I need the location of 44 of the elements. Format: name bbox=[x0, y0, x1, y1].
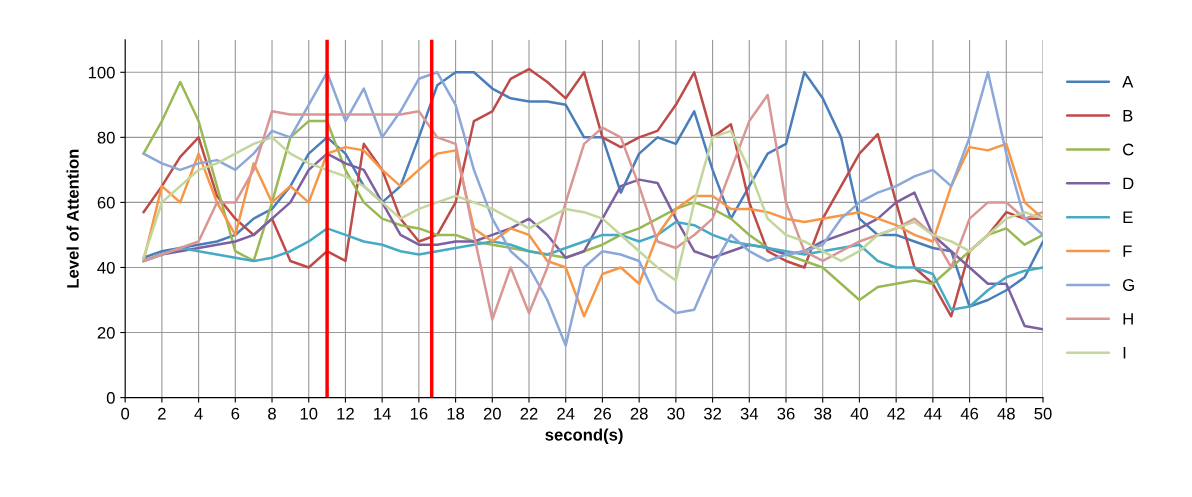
x-tick-label: 16 bbox=[410, 407, 428, 420]
x-axis-title: second(s) bbox=[545, 428, 623, 444]
legend-label: I bbox=[1123, 347, 1126, 359]
x-tick-label: 50 bbox=[1034, 407, 1052, 420]
y-tick-label: 100 bbox=[88, 66, 115, 79]
x-tick-label: 20 bbox=[483, 407, 501, 420]
x-tick-label: 38 bbox=[814, 407, 832, 420]
x-tick-label: 28 bbox=[630, 407, 648, 420]
x-tick-label: 36 bbox=[777, 407, 795, 420]
x-tick-label: 24 bbox=[557, 407, 575, 420]
x-tick-label: 30 bbox=[667, 407, 685, 420]
line-series bbox=[142, 129, 1043, 282]
x-tick-label: 48 bbox=[997, 407, 1015, 420]
y-tick-label: 40 bbox=[97, 261, 115, 274]
y-tick-label: 0 bbox=[106, 392, 115, 404]
x-tick-label: 2 bbox=[158, 407, 166, 420]
x-tick-label: 44 bbox=[923, 407, 942, 420]
x-tick-label: 0 bbox=[121, 407, 130, 420]
legend-label: F bbox=[1123, 245, 1132, 257]
x-tick-label: 42 bbox=[887, 407, 905, 420]
y-tick-label: 20 bbox=[97, 326, 115, 339]
y-tick-label: 60 bbox=[97, 196, 115, 209]
legend-label: D bbox=[1123, 177, 1134, 190]
x-tick-label: 18 bbox=[447, 407, 465, 420]
legend-label: H bbox=[1123, 313, 1133, 325]
x-tick-label: 6 bbox=[231, 407, 240, 420]
x-tick-label: 26 bbox=[594, 407, 611, 420]
legend-label: E bbox=[1123, 211, 1133, 223]
x-tick-label: 32 bbox=[703, 407, 722, 420]
legend-label: C bbox=[1123, 143, 1134, 156]
x-tick-label: 40 bbox=[850, 407, 869, 420]
x-tick-label: 34 bbox=[740, 407, 759, 420]
x-tick-label: 4 bbox=[194, 407, 203, 420]
legend-label: G bbox=[1123, 279, 1134, 291]
legend-label: A bbox=[1122, 76, 1134, 88]
y-axis-title: Level of Attention bbox=[66, 149, 79, 288]
x-tick-label: 22 bbox=[520, 407, 538, 420]
legend-label: B bbox=[1123, 109, 1133, 122]
x-tick-label: 10 bbox=[300, 407, 318, 420]
x-tick-label: 8 bbox=[268, 407, 276, 420]
x-tick-label: 12 bbox=[337, 407, 354, 420]
x-tick-label: 46 bbox=[960, 407, 979, 420]
y-tick-label: 80 bbox=[97, 131, 115, 144]
x-tick-label: 14 bbox=[374, 407, 391, 420]
